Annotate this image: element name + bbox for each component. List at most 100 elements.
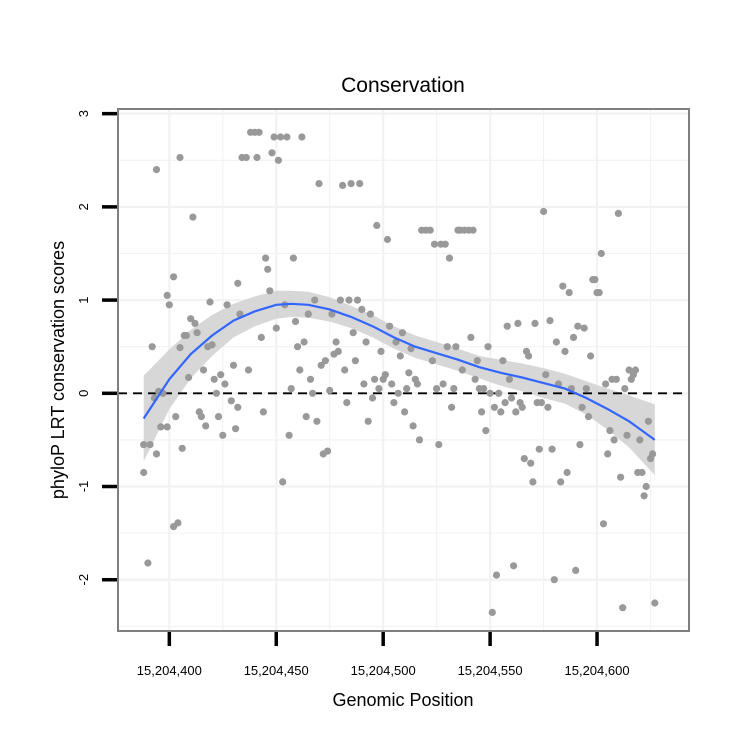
- data-point: [486, 389, 494, 397]
- data-point: [223, 301, 231, 309]
- data-point: [146, 441, 154, 449]
- data-point: [527, 459, 535, 467]
- data-point: [144, 559, 152, 567]
- x-axis-label: Genomic Position: [332, 690, 473, 710]
- data-point: [458, 366, 466, 374]
- data-point: [206, 298, 214, 306]
- data-point: [398, 329, 406, 337]
- data-point: [353, 296, 362, 304]
- data-point: [294, 343, 302, 351]
- data-point: [214, 413, 223, 421]
- data-point: [334, 347, 342, 355]
- panel-border: [117, 108, 690, 632]
- y-tick-label: -2: [76, 574, 91, 586]
- data-point: [364, 417, 372, 425]
- data-point: [187, 315, 195, 323]
- data-point: [383, 235, 392, 244]
- data-point: [170, 273, 178, 281]
- data-point: [210, 375, 218, 383]
- data-point: [315, 180, 323, 188]
- data-point: [163, 291, 171, 299]
- data-point: [300, 338, 308, 346]
- data-point: [452, 343, 460, 351]
- x-axis: 15,204,400 15,204,450 15,204,500 15,204,550…: [137, 632, 630, 678]
- data-point: [619, 604, 627, 612]
- data-point: [172, 413, 180, 421]
- data-point: [255, 128, 263, 136]
- data-point: [557, 478, 565, 486]
- data-point: [242, 153, 250, 162]
- data-point: [587, 352, 595, 360]
- data-point: [285, 431, 293, 439]
- data-point: [623, 431, 631, 439]
- data-point: [373, 221, 381, 230]
- data-point: [606, 427, 614, 435]
- data-point: [548, 445, 556, 453]
- data-point: [390, 399, 398, 407]
- data-point: [597, 249, 605, 258]
- plot-panel: [118, 109, 689, 631]
- data-point: [309, 389, 317, 397]
- data-point: [140, 441, 148, 449]
- data-point: [578, 403, 586, 411]
- data-point: [546, 317, 554, 325]
- data-point: [595, 289, 603, 297]
- data-point: [259, 408, 267, 416]
- scatter-points: [140, 128, 659, 617]
- data-point: [244, 366, 253, 374]
- data-point: [448, 403, 456, 411]
- data-point: [291, 317, 300, 326]
- data-point: [396, 352, 404, 360]
- data-point: [264, 265, 272, 273]
- data-point: [401, 408, 409, 416]
- data-point: [274, 156, 282, 164]
- data-point: [321, 357, 329, 365]
- data-point: [490, 403, 498, 411]
- data-point: [266, 287, 274, 295]
- data-point: [552, 338, 561, 346]
- data-point: [298, 133, 306, 141]
- data-point: [644, 417, 653, 425]
- data-point: [561, 347, 569, 355]
- data-point: [157, 423, 165, 431]
- data-point: [268, 149, 276, 157]
- data-point: [507, 394, 516, 402]
- data-point: [366, 310, 374, 318]
- data-point: [197, 413, 205, 421]
- data-point: [529, 478, 537, 486]
- data-point: [580, 324, 588, 332]
- x-tick-label: 15,204,450: [244, 663, 309, 678]
- data-point: [430, 240, 439, 248]
- data-point: [152, 450, 161, 458]
- data-point: [302, 413, 310, 421]
- data-point: [482, 427, 490, 435]
- data-point: [445, 254, 454, 262]
- x-tick-label: 15,204,550: [458, 663, 523, 678]
- data-point: [163, 423, 171, 431]
- chart-title: Conservation: [341, 74, 465, 97]
- data-point: [503, 322, 511, 330]
- data-point: [467, 333, 475, 341]
- data-point: [540, 207, 548, 216]
- data-point: [191, 319, 199, 327]
- data-point: [272, 324, 280, 332]
- data-point: [469, 226, 477, 234]
- data-point: [229, 361, 238, 369]
- data-point: [542, 371, 550, 379]
- data-point: [349, 329, 357, 337]
- data-point: [289, 254, 297, 262]
- data-point: [174, 519, 182, 527]
- data-point: [313, 417, 321, 425]
- data-point: [358, 305, 366, 313]
- data-point: [262, 254, 270, 262]
- data-point: [572, 566, 580, 575]
- data-point: [328, 310, 336, 318]
- data-point: [219, 431, 227, 439]
- data-point: [176, 153, 184, 162]
- data-point: [480, 385, 488, 393]
- x-tick-label: 15,204,400: [137, 663, 202, 678]
- data-point: [185, 373, 193, 382]
- data-point: [227, 397, 235, 405]
- data-point: [403, 385, 411, 393]
- data-point: [599, 520, 608, 528]
